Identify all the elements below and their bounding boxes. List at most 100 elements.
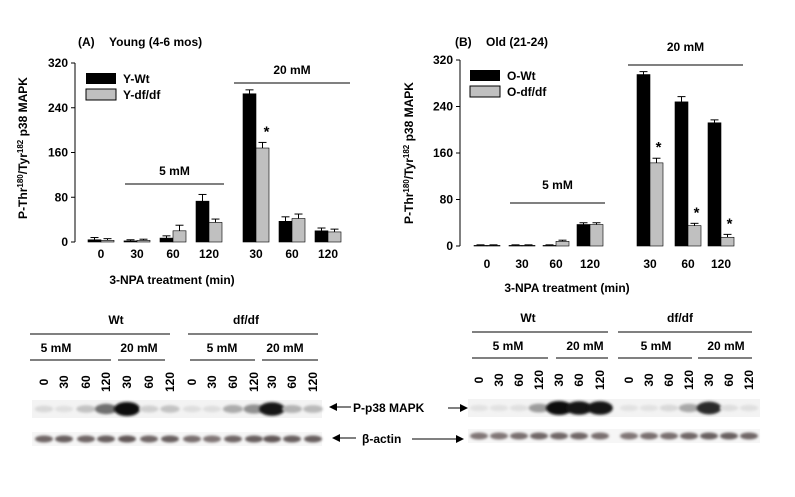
blot-b-actin-band-1-1 <box>640 432 658 440</box>
panel-a-bar-dfdf-5 <box>291 218 306 243</box>
panel-b-bar-dfdf-1 <box>521 245 536 247</box>
panel-b-xtick-label-6: 120 <box>711 257 731 271</box>
panel-a-bar-wt-4 <box>242 93 257 243</box>
panel-a-ylabel: P-Thr180/Tyr182 p38 MAPK <box>16 77 31 219</box>
panel-b-bar-wt-5 <box>674 101 689 247</box>
blot-a-p38-band-0-1 <box>54 405 74 413</box>
blot-b-dfdf-20mm: 20 mM <box>707 339 744 353</box>
blot-a-actin-band-1-3 <box>245 435 263 443</box>
legend-swatch-o-wt <box>470 70 500 81</box>
panel-a-xtick-label-0: 0 <box>98 247 105 261</box>
blot-b-actin-band-0-2 <box>510 432 528 440</box>
blot-b-lane-label-1-6: 120 <box>742 370 756 390</box>
blot-b-actin-band-0-5 <box>570 432 588 440</box>
blot-a-lane-label-0-1: 30 <box>57 375 71 389</box>
blot-a-lane-label-1-5: 60 <box>285 375 299 389</box>
blot-b-p38-band-1-4 <box>696 401 722 415</box>
blot-b-p38-band-0-6 <box>587 401 613 415</box>
blot-b-p38-band-0-0 <box>469 404 489 412</box>
blot-b: Wt df/df 5 mM 20 mM 5 mM 20 mM 0 30 60 120 3… <box>468 311 760 443</box>
panel-b-bar-dfdf-4 <box>649 162 664 247</box>
blot-b-lane-label-0-3: 120 <box>532 370 546 390</box>
blot-b-actin-strip <box>468 429 760 443</box>
panel-b-bar-dfdf-0 <box>486 245 501 247</box>
panel-a-bar-wt-5 <box>278 221 293 243</box>
blot-a-p38-band-1-0 <box>182 405 202 413</box>
blot-b-lane-label-0-5: 60 <box>572 373 586 387</box>
panel-a-ytick-label-3: 240 <box>48 101 68 115</box>
panel-a-bar-dfdf-3 <box>208 222 223 243</box>
blot-a-lane-label-1-2: 60 <box>226 375 240 389</box>
blot-b-p38-band-1-2 <box>659 404 679 412</box>
blot-b-p38-band-0-1 <box>489 404 509 412</box>
panel-b-xtick-label-2: 60 <box>549 257 563 271</box>
blot-a-lane-label-1-6: 120 <box>306 372 320 392</box>
panel-a-bar-wt-0 <box>87 239 102 243</box>
blot-a-actin-band-0-5 <box>140 435 158 443</box>
panel-a-dose-label-0: 5 mM <box>159 164 190 178</box>
blot-b-actin-band-0-0 <box>470 432 488 440</box>
actin-marker-label: β-actin <box>362 432 401 446</box>
legend-swatch-o-dfdf <box>469 85 501 98</box>
panel-a-bar-dfdf-4 <box>255 147 270 243</box>
blot-b-lane-label-0-2: 60 <box>512 373 526 387</box>
blot-a-actin-band-1-2 <box>224 435 242 443</box>
panel-b-xtick-label-0: 0 <box>484 257 491 271</box>
blot-b-lane-label-0-0: 0 <box>472 376 486 383</box>
panel-a-bar-wt-6 <box>314 230 329 243</box>
panel-b-bar-wt-3 <box>576 224 591 247</box>
blot-a-lane-label-1-1: 30 <box>205 375 219 389</box>
p38-right-arrowhead <box>460 404 468 412</box>
band-markers: P-p38 MAPK β-actin <box>329 401 468 446</box>
panel-a-bar-wt-1 <box>123 240 138 243</box>
blot-b-actin-band-0-3 <box>530 432 548 440</box>
panel-b-dose-label-1: 20 mM <box>667 40 704 54</box>
panel-b-xtick-label-1: 30 <box>515 257 529 271</box>
blot-b-actin-band-0-1 <box>490 432 508 440</box>
blot-a-lane-label-0-3: 120 <box>99 372 113 392</box>
blot-b-p38-band-0-3 <box>528 403 550 413</box>
blot-a-p38-band-1-4 <box>259 402 285 416</box>
blot-a-p38-band-1-5 <box>282 405 302 413</box>
blot-a-p38-band-1-1 <box>202 405 222 413</box>
blot-b-p38-band-0-2 <box>509 404 529 412</box>
legend-label-o-wt: O-Wt <box>507 69 536 83</box>
blot-a-p38-band-0-6 <box>160 405 180 413</box>
blot-b-p38-band-1-3 <box>678 403 700 413</box>
panel-a-bar-dfdf-6 <box>327 231 342 243</box>
blot-a-wt-20mm: 20 mM <box>120 341 157 355</box>
blot-a-p38-band-1-6 <box>303 405 323 413</box>
panel-a-dose-label-1: 20 mM <box>273 63 310 77</box>
blot-a-actin-band-0-3 <box>97 435 115 443</box>
blot-b-actin-band-1-6 <box>740 432 758 440</box>
blot-b-actin-band-0-4 <box>550 432 568 440</box>
blot-b-actin-band-1-3 <box>680 432 698 440</box>
blot-b-p38-band-1-5 <box>719 404 739 412</box>
blot-a-lane-label-1-0: 0 <box>185 378 199 385</box>
actin-left-arrowhead <box>332 434 340 442</box>
blot-b-lane-label-1-1: 30 <box>642 373 656 387</box>
panel-a-title: Young (4-6 mos) <box>109 35 202 49</box>
blot-b-p38-band-1-6 <box>739 404 759 412</box>
panel-b-ytick-label-0: 0 <box>446 239 453 253</box>
blot-a-lane-label-1-4: 30 <box>265 375 279 389</box>
panel-a-label: (A) <box>78 35 95 49</box>
blot-b-lane-label-1-5: 60 <box>722 373 736 387</box>
blot-a-actin-band-0-1 <box>55 435 73 443</box>
panel-a-bar-dfdf-1 <box>136 240 151 243</box>
panel-b-asterisk-2: * <box>727 215 733 232</box>
panel-b-legend: O-Wt O-df/df <box>469 69 547 99</box>
panel-a-xlabel: 3-NPA treatment (min) <box>109 273 234 287</box>
panel-a-ytick-label-1: 80 <box>55 190 69 204</box>
panel-b-ytick-label-2: 160 <box>433 146 453 160</box>
blot-a-p38-band-0-3 <box>94 403 118 415</box>
panel-b-ytick-label-1: 80 <box>440 193 454 207</box>
blot-b-lane-label-0-6: 120 <box>593 370 607 390</box>
panel-b-bar-dfdf-6 <box>720 236 735 247</box>
panel-b-ytick-label-4: 320 <box>433 53 453 67</box>
blot-a-actin-band-1-6 <box>304 435 322 443</box>
blot-b-actin-band-1-5 <box>720 432 738 440</box>
panel-a-young: (A) Young (4-6 mos) P-Thr180/Tyr182 p38 … <box>16 35 350 287</box>
blot-a-genotype-dfdf: df/df <box>233 313 260 327</box>
legend-label-o-dfdf: O-df/df <box>507 85 547 99</box>
